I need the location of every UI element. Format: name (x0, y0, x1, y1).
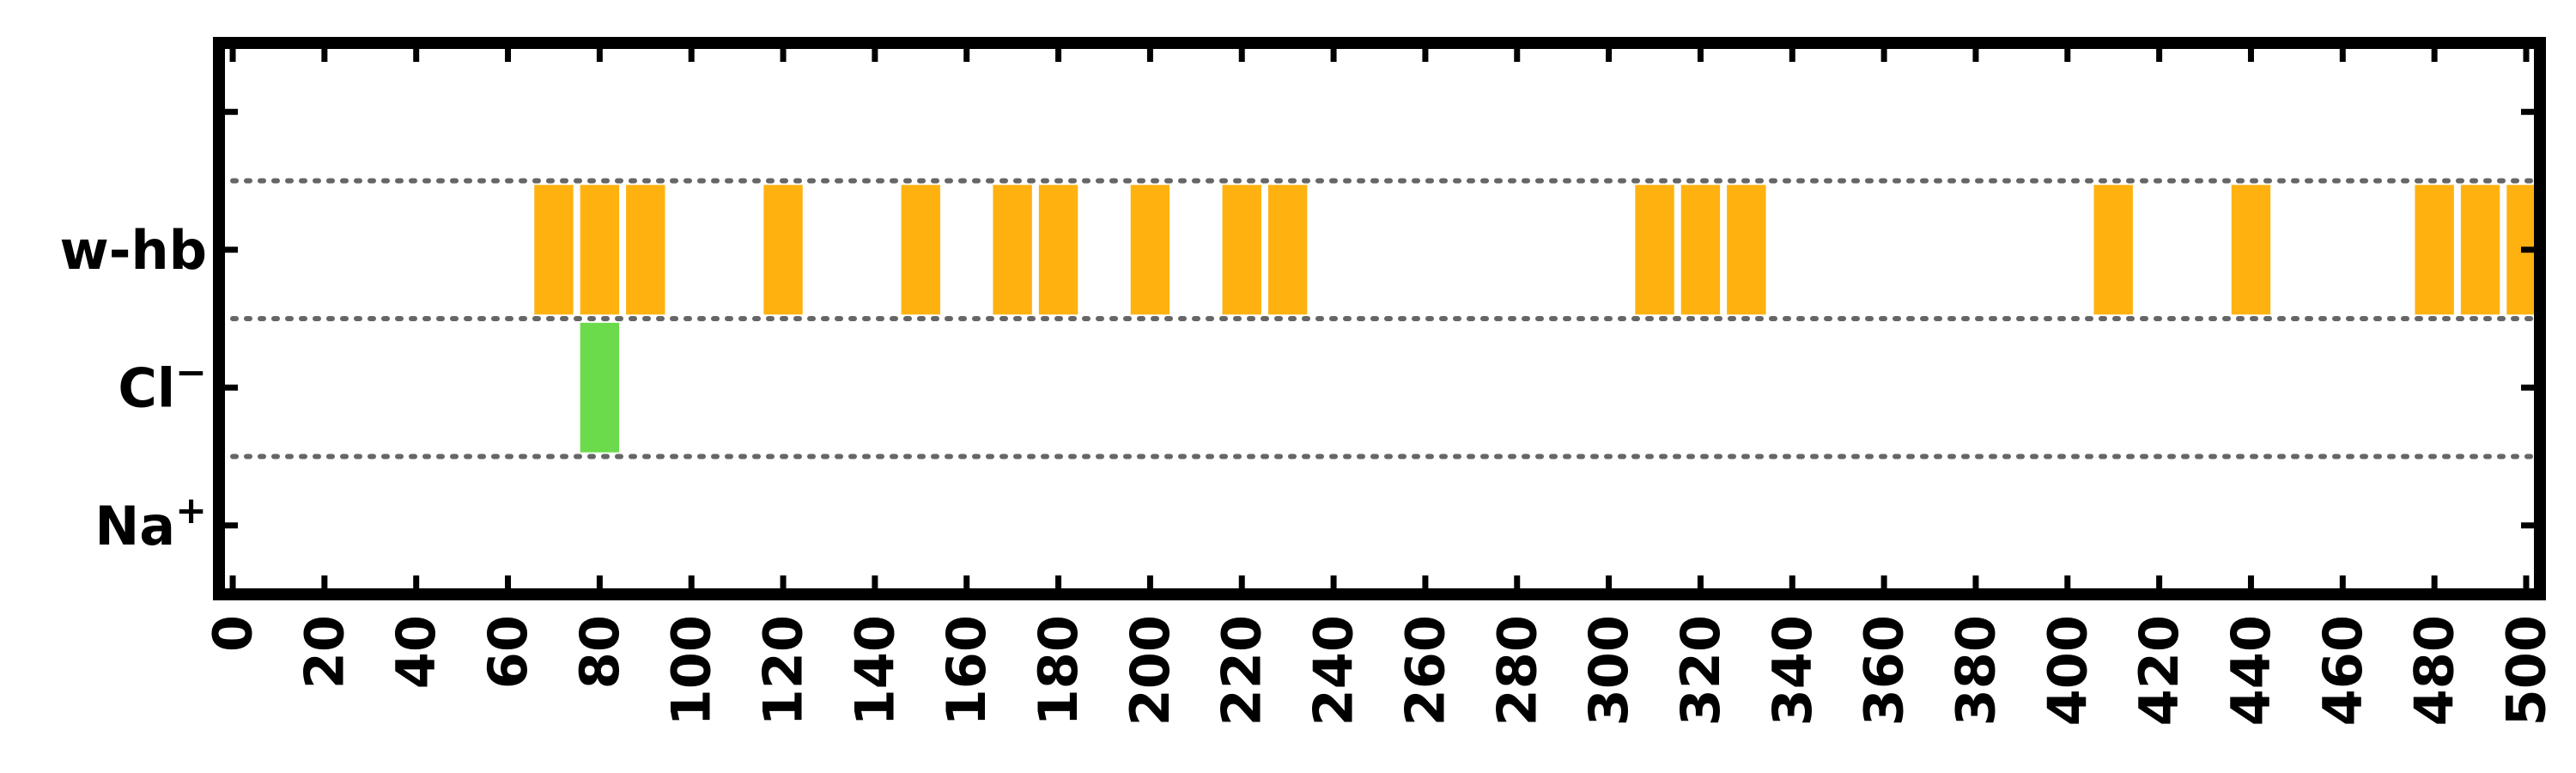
y-tick-label: Na+ (94, 488, 207, 557)
x-tick-label: 300 (1577, 615, 1640, 726)
x-tick-label: 140 (843, 615, 906, 726)
x-tick-label: 320 (1669, 615, 1732, 726)
x-tick-label: 340 (1761, 615, 1824, 726)
event-bar-whb (626, 185, 665, 315)
y-tick-label: Cl− (118, 350, 207, 419)
event-bar-whb (1038, 185, 1078, 315)
event-bar-whb (2415, 185, 2454, 315)
x-tick-label: 20 (293, 615, 355, 689)
event-bar-whb (2231, 185, 2271, 315)
x-tick-label: 440 (2220, 615, 2282, 726)
x-tick-label: 240 (1303, 615, 1365, 726)
event-bar-whb (1267, 185, 1308, 315)
x-tick-label: 160 (935, 615, 998, 726)
x-tick-label: 80 (568, 615, 631, 689)
event-bar-whb (580, 185, 620, 315)
event-bar-whb (901, 185, 941, 315)
x-tick-label: 60 (477, 615, 539, 689)
x-tick-label: 280 (1485, 615, 1548, 726)
x-tick-label: 260 (1394, 615, 1456, 726)
event-bar-whb (2460, 185, 2500, 315)
x-tick-label: 0 (202, 615, 264, 652)
event-bar-whb (534, 185, 574, 315)
x-tick-label: 500 (2494, 615, 2557, 726)
x-tick-label: 460 (2312, 615, 2374, 726)
event-bar-whb (1130, 185, 1170, 315)
event-bar-cl (580, 322, 620, 453)
plot-frame (213, 37, 2546, 600)
x-tick-label: 480 (2403, 615, 2466, 726)
event-bar-whb (1222, 185, 1261, 315)
x-tick-label: 400 (2036, 615, 2099, 726)
row-separators (216, 178, 2543, 460)
x-tick-label: 200 (1119, 615, 1182, 726)
x-tick-label: 420 (2128, 615, 2190, 726)
tick-labels: 0 20 40 60 80 100 120 140 160 180 200 220 240 260 280 3… (59, 218, 2557, 726)
event-bar-whb (763, 185, 803, 315)
event-bar-whb (993, 185, 1032, 315)
x-tick-label: 100 (660, 615, 723, 726)
event-bar-whb (1680, 185, 1721, 315)
x-tick-label: 40 (385, 615, 447, 689)
x-tick-label: 360 (1853, 615, 1916, 726)
x-tick-label: 180 (1027, 615, 1090, 726)
x-tick-label: 220 (1211, 615, 1273, 726)
y-tick-label: w-hb (59, 218, 207, 281)
event-bar-whb (2093, 185, 2133, 315)
x-tick-label: 120 (752, 615, 815, 726)
event-bar-whb (1727, 185, 1766, 315)
x-tick-label: 380 (1944, 615, 2007, 726)
event-bar-whb (1635, 185, 1674, 315)
bars-layer (534, 185, 2540, 453)
